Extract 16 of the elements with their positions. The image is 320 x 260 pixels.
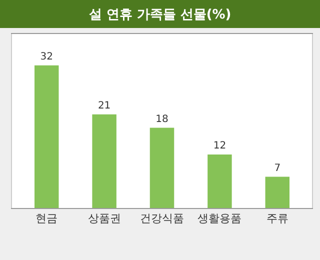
x-tick-label: 생활용품 bbox=[198, 212, 242, 226]
bar bbox=[92, 114, 116, 208]
bar bbox=[208, 154, 232, 208]
x-tick-label: 상품권 bbox=[88, 212, 121, 226]
x-tick-label: 현금 bbox=[36, 212, 58, 226]
data-label: 18 bbox=[156, 114, 168, 125]
x-tick-label: 건강식품 bbox=[140, 212, 184, 226]
bar bbox=[34, 65, 59, 208]
data-label: 21 bbox=[98, 100, 111, 112]
data-label: 32 bbox=[40, 51, 53, 62]
data-label: 7 bbox=[274, 162, 281, 174]
bar bbox=[265, 176, 290, 208]
bar bbox=[150, 128, 174, 208]
chart-title: 설 연휴 가족들 선물(%) bbox=[88, 8, 232, 23]
x-tick-label: 주류 bbox=[266, 212, 288, 226]
data-label: 12 bbox=[213, 140, 226, 152]
